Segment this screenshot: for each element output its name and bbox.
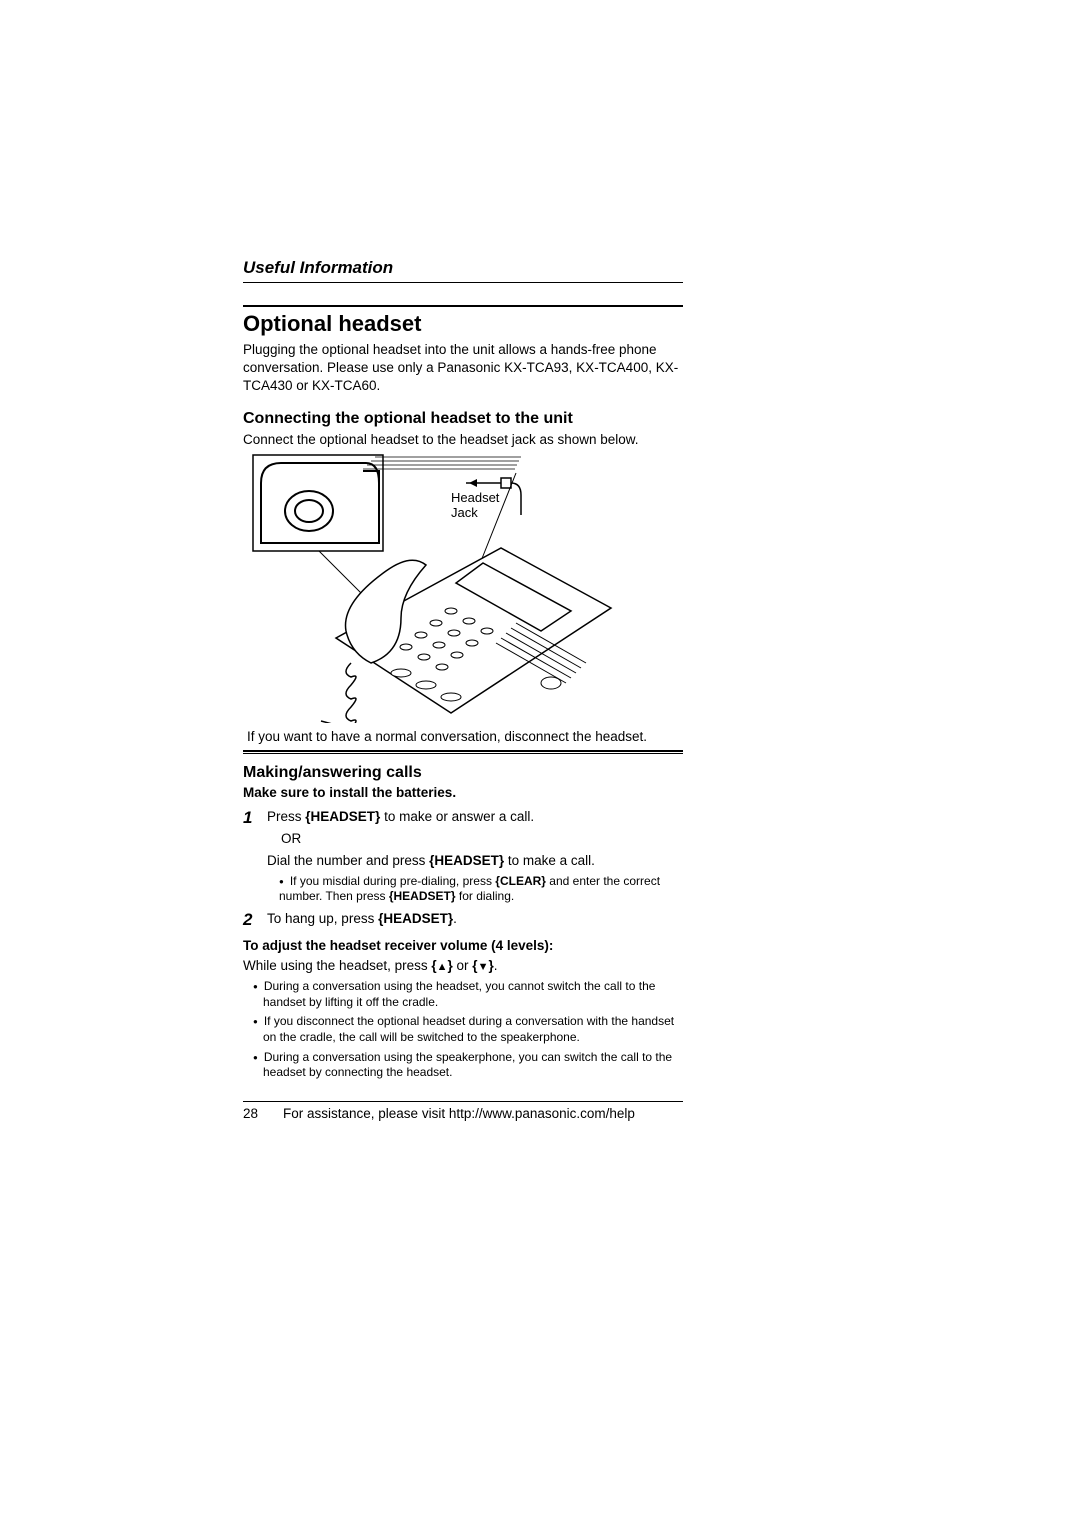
making-heading: Making/answering calls: [243, 764, 683, 782]
step-body: To hang up, press {HEADSET}.: [267, 910, 683, 930]
rule-under-header: [243, 282, 683, 283]
note-item: During a conversation using the headset,…: [253, 979, 683, 1010]
connecting-caption: Connect the optional headset to the head…: [243, 431, 683, 449]
disconnect-note: If you want to have a normal conversatio…: [247, 729, 683, 744]
volume-instruction: While using the headset, press {▲} or {▼…: [243, 957, 683, 975]
note-item: During a conversation using the speakerp…: [253, 1050, 683, 1081]
section-divider: [243, 750, 683, 754]
footer-text: For assistance, please visit http://www.…: [283, 1106, 635, 1121]
footer-rule: [243, 1101, 683, 1102]
phone-illustration: [251, 453, 621, 723]
step1-bullets: If you misdial during pre-dialing, press…: [267, 874, 683, 904]
note-item: If you disconnect the optional headset d…: [253, 1014, 683, 1045]
headset-diagram: Headset Jack: [251, 453, 621, 723]
page-title: Optional headset: [243, 311, 683, 337]
step-2: 2 To hang up, press {HEADSET}.: [243, 910, 683, 930]
battery-note: Make sure to install the batteries.: [243, 785, 683, 800]
volume-heading: To adjust the headset receiver volume (4…: [243, 938, 683, 953]
intro-paragraph: Plugging the optional headset into the u…: [243, 341, 683, 396]
step-number: 2: [243, 910, 267, 930]
phone-body: [321, 548, 611, 723]
section-label: Useful Information: [243, 258, 683, 278]
footer: 28 For assistance, please visit http://w…: [243, 1106, 683, 1121]
step-body: Press {HEADSET} to make or answer a call…: [267, 808, 683, 904]
connecting-heading: Connecting the optional headset to the u…: [243, 410, 683, 428]
notes-list: During a conversation using the headset,…: [243, 979, 683, 1081]
document-page: Useful Information Optional headset Plug…: [243, 258, 683, 1121]
step-number: 1: [243, 808, 267, 904]
title-rule: [243, 305, 683, 307]
step-1: 1 Press {HEADSET} to make or answer a ca…: [243, 808, 683, 904]
page-number: 28: [243, 1106, 283, 1121]
jack-label: Headset Jack: [451, 491, 499, 521]
